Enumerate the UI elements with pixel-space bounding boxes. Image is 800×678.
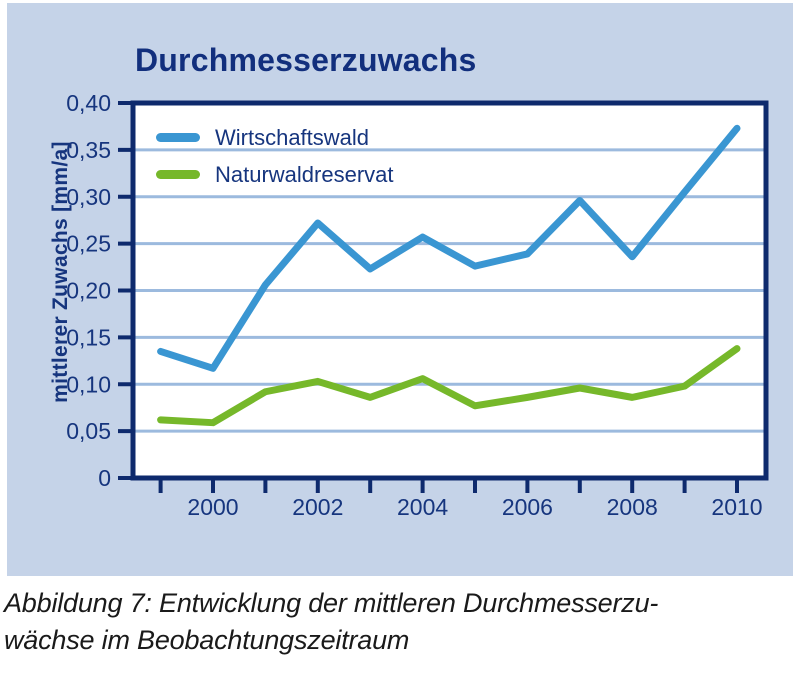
y-tick-label: 0,40	[66, 90, 111, 116]
series-line-wirtschaftswald	[157, 124, 741, 372]
x-tick-label: 2006	[502, 494, 553, 520]
series-line-naturwaldreservat	[157, 345, 741, 427]
y-tick-label: 0,10	[66, 371, 111, 397]
y-tick-label: 0	[98, 465, 111, 491]
legend-item-wirtschaftswald: Wirtschaftswald	[156, 119, 394, 156]
figure-caption-line2: wächse im Beobachtungszeitraum	[4, 625, 410, 655]
x-tick-label: 2008	[607, 494, 658, 520]
y-tick-label: 0,35	[66, 137, 111, 163]
figure-caption-line1: Abbildung 7: Entwicklung der mittleren D…	[4, 588, 659, 618]
figure-caption: Abbildung 7: Entwicklung der mittleren D…	[4, 585, 658, 659]
y-tick-label: 0,25	[66, 231, 111, 257]
legend-label-wirtschaftswald: Wirtschaftswald	[215, 124, 370, 150]
legend-swatch-wirtschaftswald	[156, 133, 200, 142]
x-tick-label: 2004	[397, 494, 448, 520]
chart-title: Durchmesserzuwachs	[135, 42, 477, 78]
y-axis-label: mittlerer Zuwachs [mm/a]	[49, 141, 72, 403]
x-tick-label: 2000	[187, 494, 238, 520]
x-tick-label: 2010	[711, 494, 762, 520]
y-tick-label: 0,20	[66, 278, 111, 304]
legend: Wirtschaftswald Naturwaldreservat	[156, 119, 394, 193]
x-tick-label: 2002	[292, 494, 343, 520]
y-tick-label: 0,15	[66, 324, 111, 350]
legend-item-naturwaldreservat: Naturwaldreservat	[156, 156, 394, 193]
legend-label-naturwaldreservat: Naturwaldreservat	[215, 161, 394, 187]
y-tick-label: 0,30	[66, 184, 111, 210]
y-tick-label: 0,05	[66, 418, 111, 444]
legend-swatch-naturwaldreservat	[156, 170, 200, 179]
